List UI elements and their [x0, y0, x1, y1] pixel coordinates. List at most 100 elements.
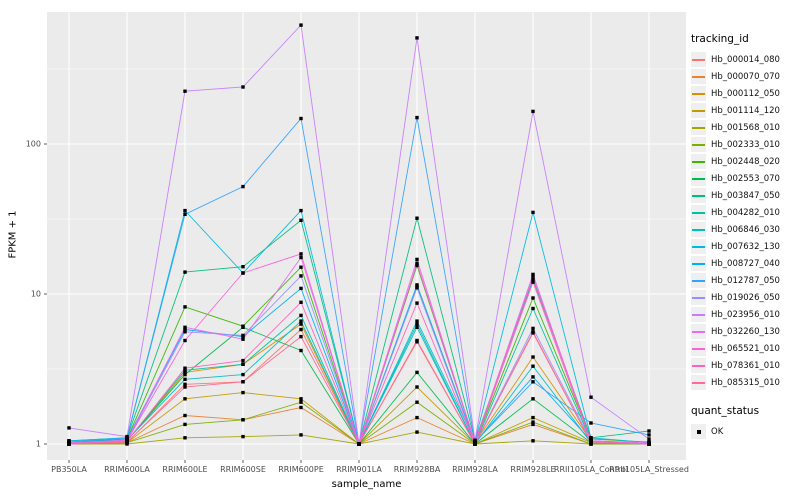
legend-item-Hb_003847_050: Hb_003847_050	[691, 187, 799, 204]
data-point	[647, 437, 651, 441]
data-point	[299, 319, 303, 323]
legend-item-label: Hb_019026_050	[711, 292, 780, 303]
legend-item-label: Hb_003847_050	[711, 190, 780, 201]
data-point	[241, 271, 245, 275]
y-tick-label: 100	[26, 140, 41, 149]
data-point	[531, 397, 535, 401]
plot-panel	[47, 12, 686, 460]
data-point	[531, 280, 535, 284]
legend-item-label: Hb_023956_010	[711, 309, 780, 320]
legend-item-Hb_008727_040: Hb_008727_040	[691, 255, 799, 272]
data-point	[299, 313, 303, 318]
x-tick-label: RRII105LA_Stressed	[609, 465, 689, 474]
legend-item-Hb_004282_010: Hb_004282_010	[691, 204, 799, 221]
data-point	[589, 441, 593, 445]
data-point	[67, 426, 71, 430]
data-point	[415, 322, 419, 326]
legend-tracking-items: Hb_000014_080 Hb_000070_070 Hb_000112_050 H…	[691, 51, 799, 391]
data-point	[415, 261, 419, 266]
data-point	[241, 325, 245, 329]
data-point	[183, 377, 187, 381]
data-point	[299, 348, 303, 353]
data-point	[299, 252, 303, 256]
y-tick-label: 1	[36, 440, 41, 449]
data-point	[183, 325, 187, 329]
legend-key-line-icon	[691, 290, 706, 305]
data-point	[415, 283, 419, 287]
data-point	[241, 358, 245, 363]
legend-item-Hb_012787_050: Hb_012787_050	[691, 272, 799, 289]
x-tick-label: PB350LA	[51, 465, 87, 474]
legend-key-line-icon	[691, 239, 706, 254]
data-point	[531, 422, 535, 427]
data-point	[415, 370, 419, 375]
legend-item-Hb_078361_010: Hb_078361_010	[691, 357, 799, 374]
data-point	[415, 415, 419, 420]
data-point	[415, 319, 419, 323]
data-point	[241, 434, 245, 439]
legend-quant-items: OK	[691, 423, 799, 440]
data-point	[531, 355, 535, 359]
legend-item-label: Hb_085315_010	[711, 377, 780, 388]
data-point	[299, 433, 303, 437]
legend-item-Hb_000014_080: Hb_000014_080	[691, 51, 799, 68]
legend-item-Hb_032260_130: Hb_032260_130	[691, 323, 799, 340]
data-point	[531, 296, 535, 300]
data-point	[183, 370, 187, 375]
legend-item-Hb_000070_070: Hb_000070_070	[691, 68, 799, 85]
data-point	[241, 85, 245, 89]
legend-key-line-icon	[691, 358, 706, 373]
data-point	[299, 255, 303, 260]
data-point	[125, 440, 129, 444]
legend-key-line-icon	[691, 222, 706, 237]
legend-key-line-icon	[691, 154, 706, 169]
data-point	[531, 210, 535, 215]
data-point	[647, 433, 651, 437]
legend-title-tracking-id: tracking_id	[691, 33, 749, 45]
data-point	[183, 422, 187, 427]
data-point	[415, 36, 419, 40]
x-tick-label: RRIM600PE	[278, 465, 324, 474]
legend-item-label: Hb_002333_010	[711, 139, 780, 150]
data-point	[183, 212, 187, 216]
data-point	[531, 380, 535, 384]
x-tick-label: RRIM600LE	[162, 465, 207, 474]
legend-item-Hb_065521_010: Hb_065521_010	[691, 340, 799, 357]
legend-key-line-icon	[691, 86, 706, 101]
legend-item-Hb_007632_130: Hb_007632_130	[691, 238, 799, 255]
legend-item-label: OK	[711, 426, 724, 437]
data-point	[299, 300, 303, 304]
x-axis-title: sample_name	[331, 479, 402, 490]
data-point	[183, 397, 187, 401]
x-tick-label: RRII105LA_Control	[554, 465, 628, 474]
data-point	[241, 418, 245, 422]
data-point	[531, 277, 535, 282]
data-point	[415, 385, 419, 389]
legend-item-label: Hb_012787_050	[711, 275, 780, 286]
data-point	[531, 415, 535, 420]
data-point	[415, 400, 419, 404]
legend-item-Hb_002553_070: Hb_002553_070	[691, 170, 799, 187]
legend-key-line-icon	[691, 375, 706, 390]
legend-item-label: Hb_007632_130	[711, 241, 780, 252]
legend-item-label: Hb_078361_010	[711, 360, 780, 371]
data-point	[299, 286, 303, 291]
data-point	[473, 438, 477, 442]
data-point	[241, 372, 245, 377]
legend-item-label: Hb_002448_020	[711, 156, 780, 167]
legend-item-Hb_001568_010: Hb_001568_010	[691, 119, 799, 136]
legend-key-line-icon	[691, 273, 706, 288]
data-point	[183, 89, 187, 93]
data-point	[183, 436, 187, 440]
legend-item-label: Hb_000112_050	[711, 88, 780, 99]
data-point	[183, 413, 187, 418]
data-point	[415, 257, 419, 262]
legend-item-label: Hb_001114_120	[711, 105, 780, 116]
legend-item-label: Hb_032260_130	[711, 326, 780, 337]
legend-key-line-icon	[691, 256, 706, 271]
legend-key-line-icon	[691, 324, 706, 339]
data-point	[415, 338, 419, 343]
data-point	[183, 338, 187, 343]
data-point	[647, 429, 651, 433]
x-tick-label: RRIM928LA	[452, 465, 498, 474]
